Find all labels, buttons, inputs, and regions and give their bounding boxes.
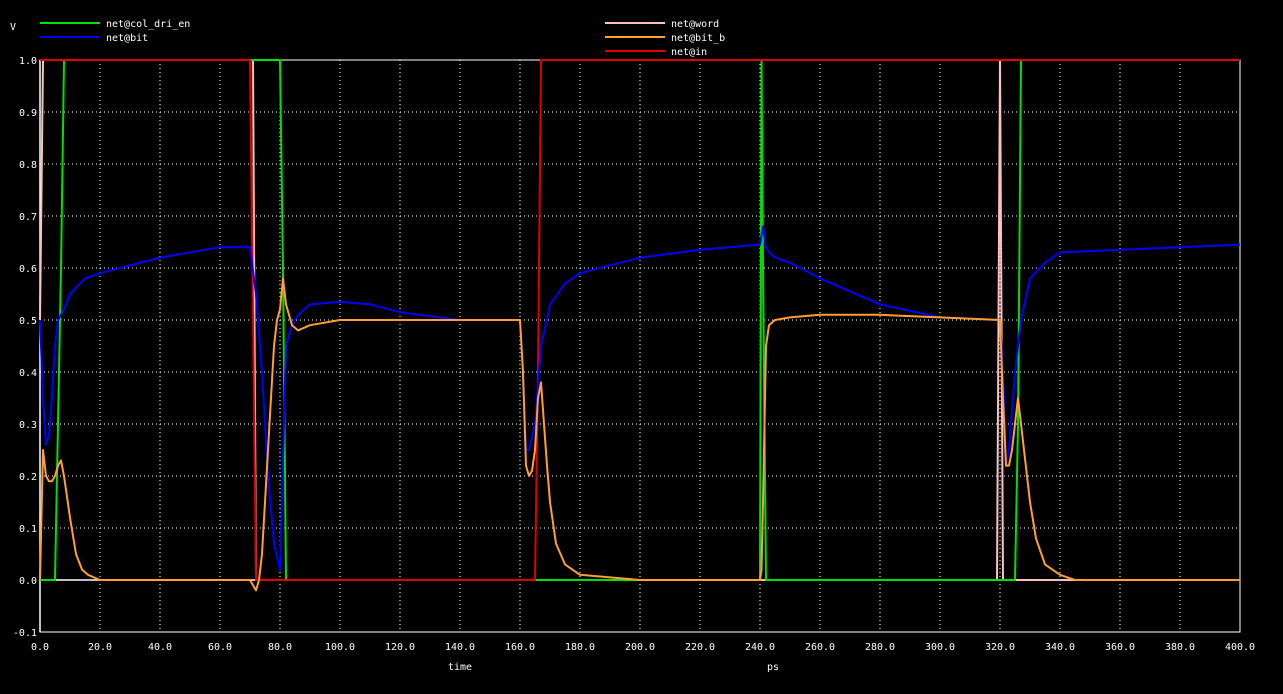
series-line-net-in xyxy=(40,59,1240,581)
x-tick-label: 360.0 xyxy=(1105,642,1135,653)
legend-right: net@word net@bit_b net@in xyxy=(605,19,725,58)
series-lines xyxy=(39,59,1241,592)
y-tick-label: 0.7 xyxy=(19,212,37,223)
x-tick-label: 160.0 xyxy=(505,642,535,653)
legend-label-in: net@in xyxy=(671,47,707,58)
plot-frame xyxy=(39,59,1241,633)
x-tick-label: 140.0 xyxy=(445,642,475,653)
x-tick-label: 120.0 xyxy=(385,642,415,653)
x-tick-label: 80.0 xyxy=(268,642,292,653)
series-line-net-bit-b xyxy=(39,277,1240,592)
y-tick-label: 0.4 xyxy=(19,368,37,379)
x-tick-label: 60.0 xyxy=(208,642,232,653)
x-tick-label: 240.0 xyxy=(745,642,775,653)
y-tick-label: 0.0 xyxy=(19,576,37,587)
x-tick-labels: 0.0 20.0 40.0 60.0 80.0 100.0 120.0 140.0 160.0 1… xyxy=(31,642,1255,653)
legend-left: net@col_dri_en net@bit xyxy=(40,19,190,44)
y-tick-label: 0.3 xyxy=(19,420,37,431)
x-tick-label: 260.0 xyxy=(805,642,835,653)
x-tick-label: 180.0 xyxy=(565,642,595,653)
y-tick-label: -0.1 xyxy=(13,628,37,639)
x-tick-label: 200.0 xyxy=(625,642,655,653)
legend-label-col-dri-en: net@col_dri_en xyxy=(106,19,190,30)
x-tick-label: 100.0 xyxy=(325,642,355,653)
x-unit-label: ps xyxy=(767,662,779,673)
y-tick-label: 0.8 xyxy=(19,160,37,171)
x-tick-label: 280.0 xyxy=(865,642,895,653)
legend-label-word: net@word xyxy=(671,19,719,30)
legend-label-bit-b: net@bit_b xyxy=(671,33,725,44)
y-tick-label: 0.5 xyxy=(19,316,37,327)
y-tick-label: 0.2 xyxy=(19,472,37,483)
y-tick-label: 0.9 xyxy=(19,108,37,119)
x-tick-label: 220.0 xyxy=(685,642,715,653)
x-tick-label: 40.0 xyxy=(148,642,172,653)
x-tick-label: 0.0 xyxy=(31,642,49,653)
x-tick-label: 20.0 xyxy=(88,642,112,653)
y-tick-label: 1.0 xyxy=(19,56,37,67)
x-tick-label: 380.0 xyxy=(1165,642,1195,653)
y-tick-labels: 1.0 0.9 0.8 0.7 0.6 0.5 0.4 0.3 0.2 0.1 0.0 -0.1 xyxy=(13,56,37,639)
x-tick-label: 320.0 xyxy=(985,642,1015,653)
x-tick-label: 400.0 xyxy=(1225,642,1255,653)
y-tick-label: 0.1 xyxy=(19,524,37,535)
x-tick-label: 340.0 xyxy=(1045,642,1075,653)
legend-label-bit: net@bit xyxy=(106,33,148,44)
x-tick-label: 300.0 xyxy=(925,642,955,653)
y-tick-label: 0.6 xyxy=(19,264,37,275)
y-unit-label: V xyxy=(10,22,16,33)
x-axis-title: time xyxy=(448,662,472,673)
